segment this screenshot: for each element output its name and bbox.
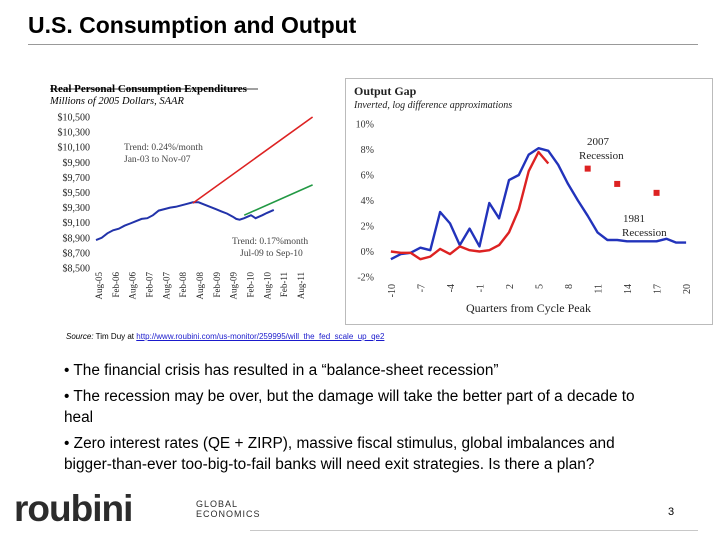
x-tick-label: Aug-08 — [195, 272, 205, 300]
consumption-chart-subtitle: Millions of 2005 Dollars, SAAR — [49, 96, 184, 107]
logo-wordmark: roubini — [14, 488, 133, 529]
x-tick-label: Feb-09 — [212, 272, 222, 298]
y-tick-label: 4% — [361, 196, 374, 207]
y-tick-label: 2% — [361, 222, 374, 233]
source-citation: Source: Tim Duy at http://www.roubini.co… — [66, 332, 384, 341]
footer-divider — [250, 530, 698, 531]
recession-1981-label: 1981 — [623, 213, 645, 225]
y-tick-label: $9,700 — [63, 173, 91, 184]
x-tick-label: Feb-08 — [178, 272, 188, 298]
recession-2007-sub: Recession — [579, 150, 624, 162]
x-tick-label: Aug-10 — [262, 272, 272, 300]
x-tick-label: 11 — [594, 284, 605, 294]
x-tick-label: 8 — [564, 284, 575, 289]
x-tick-label: Aug-07 — [161, 272, 171, 300]
title-divider — [28, 44, 698, 45]
page-number: 3 — [668, 506, 675, 518]
logo-sub-economics: ECONOMICS — [196, 509, 261, 519]
consumption-chart: Real Personal Consumption Expenditures M… — [44, 78, 334, 320]
trend-line — [192, 116, 314, 204]
consumption-chart-svg: Real Personal Consumption Expenditures M… — [49, 83, 314, 300]
y-tick-label: $9,300 — [63, 203, 91, 214]
x-tick-label: 2 — [505, 284, 516, 289]
recession-1981-sub: Recession — [622, 227, 667, 239]
y-tick-label: $9,500 — [63, 188, 91, 199]
bullet-1: • The financial crisis has resulted in a… — [64, 362, 499, 379]
x-tick-label: 5 — [535, 284, 546, 289]
output-gap-xlabel: Quarters from Cycle Peak — [466, 301, 591, 315]
slide-title: U.S. Consumption and Output — [28, 12, 357, 38]
y-tick-label: 10% — [356, 120, 374, 131]
recession-2007-label: 2007 — [587, 136, 610, 148]
x-tick-label: Aug-06 — [128, 272, 138, 300]
x-tick-label: Feb-06 — [111, 272, 121, 298]
source-prefix: Source: — [66, 332, 94, 341]
output-gap-chart-svg: Output Gap Inverted, log difference appr… — [353, 84, 693, 315]
x-tick-label: -1 — [475, 284, 486, 292]
x-tick-label: -10 — [387, 284, 398, 297]
trend-annotation-upper-range: Jan-03 to Nov-07 — [124, 155, 191, 165]
recession-1981-line — [390, 146, 687, 261]
y-tick-label: $8,900 — [63, 233, 91, 244]
bullet-2: • The recession may be over, but the dam… — [64, 388, 635, 426]
x-tick-label: 14 — [623, 284, 634, 294]
x-tick-label: Feb-10 — [246, 272, 256, 298]
bullet-3: • Zero interest rates (QE + ZIRP), massi… — [64, 435, 615, 473]
logo-subtitle: GLOBAL ECONOMICS — [196, 499, 266, 519]
trend-line — [243, 184, 313, 216]
consumption-series-line — [95, 201, 275, 242]
y-tick-label: $10,300 — [58, 128, 91, 139]
x-tick-label: Feb-07 — [145, 272, 155, 298]
x-tick-label: Feb-11 — [279, 272, 289, 297]
trend-annotation-lower-range: Jul-09 to Sep-10 — [240, 249, 303, 259]
logo-sub-global: GLOBAL — [196, 499, 239, 509]
projection-marker — [653, 189, 660, 196]
y-tick-label: 6% — [361, 171, 374, 182]
y-tick-label: $8,700 — [63, 248, 91, 259]
y-tick-label: $9,900 — [63, 158, 91, 169]
y-tick-label: -2% — [357, 273, 374, 284]
trend-annotation-upper: Trend: 0.24%/month — [124, 143, 203, 153]
y-tick-label: 0% — [361, 247, 374, 258]
projection-marker — [614, 180, 621, 187]
x-tick-label: Aug-11 — [296, 272, 306, 299]
projection-marker — [584, 165, 591, 172]
y-tick-label: $10,500 — [58, 113, 91, 124]
x-tick-label: 17 — [653, 284, 664, 294]
source-link[interactable]: http://www.roubini.com/us-monitor/259995… — [136, 332, 385, 341]
y-tick-label: $10,100 — [58, 143, 91, 154]
bullet-list: • The financial crisis has resulted in a… — [64, 360, 664, 480]
recession-2007-line — [390, 150, 550, 261]
y-tick-label: $8,500 — [63, 264, 91, 275]
y-tick-label: $9,100 — [63, 218, 91, 229]
x-tick-label: Aug-09 — [229, 272, 239, 300]
y-tick-label: 8% — [361, 145, 374, 156]
output-gap-subtitle: Inverted, log difference approximations — [353, 100, 512, 111]
output-gap-title: Output Gap — [354, 84, 417, 98]
x-tick-label: 20 — [682, 284, 693, 294]
output-gap-chart: Output Gap Inverted, log difference appr… — [345, 78, 713, 325]
trend-annotation-lower: Trend: 0.17%month — [232, 237, 308, 247]
x-tick-label: Aug-05 — [94, 272, 104, 300]
source-author: Tim Duy at — [93, 332, 137, 341]
x-tick-label: -4 — [446, 284, 457, 292]
x-tick-label: -7 — [416, 284, 427, 292]
